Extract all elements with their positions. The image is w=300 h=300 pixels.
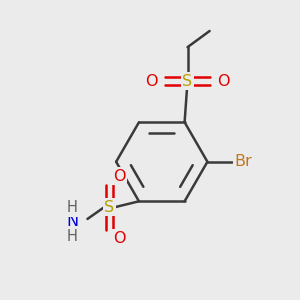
Text: H: H	[67, 229, 78, 244]
Text: S: S	[104, 200, 115, 215]
Text: Br: Br	[235, 154, 252, 169]
Text: H: H	[67, 200, 78, 215]
Text: S: S	[182, 74, 193, 88]
Text: O: O	[113, 169, 125, 184]
Text: N: N	[66, 214, 78, 230]
Text: O: O	[218, 74, 230, 88]
Text: O: O	[113, 231, 125, 246]
Text: O: O	[145, 74, 158, 88]
